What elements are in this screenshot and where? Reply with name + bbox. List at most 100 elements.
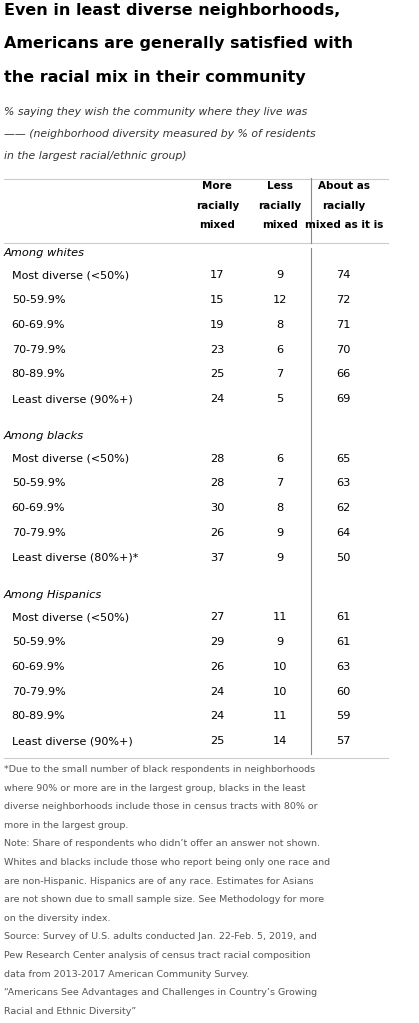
- Text: 24: 24: [210, 394, 225, 404]
- Text: Most diverse (<50%): Most diverse (<50%): [12, 612, 129, 622]
- Text: 66: 66: [336, 369, 351, 380]
- Text: “Americans See Advantages and Challenges in Country’s Growing: “Americans See Advantages and Challenges…: [4, 988, 317, 997]
- Text: 6: 6: [277, 345, 284, 355]
- Text: Among blacks: Among blacks: [4, 432, 84, 441]
- Text: data from 2013-2017 American Community Survey.: data from 2013-2017 American Community S…: [4, 970, 249, 979]
- Text: 62: 62: [336, 503, 351, 514]
- Text: 10: 10: [273, 662, 287, 672]
- Text: Most diverse (<50%): Most diverse (<50%): [12, 270, 129, 280]
- Text: 6: 6: [277, 453, 284, 463]
- Text: 30: 30: [210, 503, 225, 514]
- Text: 60-69.9%: 60-69.9%: [12, 320, 65, 329]
- Text: 24: 24: [210, 711, 225, 721]
- Text: —— (neighborhood diversity measured by % of residents: —— (neighborhood diversity measured by %…: [4, 129, 316, 139]
- Text: 7: 7: [276, 369, 284, 380]
- Text: are non-Hispanic. Hispanics are of any race. Estimates for Asians: are non-Hispanic. Hispanics are of any r…: [4, 877, 313, 886]
- Text: 17: 17: [210, 270, 225, 280]
- Text: are not shown due to small sample size. See Methodology for more: are not shown due to small sample size. …: [4, 895, 324, 904]
- Text: diverse neighborhoods include those in census tracts with 80% or: diverse neighborhoods include those in c…: [4, 802, 318, 811]
- Text: Pew Research Center analysis of census tract racial composition: Pew Research Center analysis of census t…: [4, 951, 310, 960]
- Text: Least diverse (90%+): Least diverse (90%+): [12, 394, 132, 404]
- Text: About as: About as: [318, 181, 370, 191]
- Text: mixed: mixed: [262, 220, 298, 230]
- Text: 29: 29: [210, 637, 225, 647]
- Text: racially: racially: [258, 201, 302, 211]
- Text: 59: 59: [336, 711, 351, 721]
- Text: 7: 7: [276, 479, 284, 488]
- Text: 74: 74: [336, 270, 351, 280]
- Text: Source: Survey of U.S. adults conducted Jan. 22-Feb. 5, 2019, and: Source: Survey of U.S. adults conducted …: [4, 932, 317, 941]
- Text: 50: 50: [336, 552, 351, 563]
- Text: in the largest racial/ethnic group): in the largest racial/ethnic group): [4, 151, 186, 162]
- Text: Note: Share of respondents who didn’t offer an answer not shown.: Note: Share of respondents who didn’t of…: [4, 840, 320, 848]
- Text: 72: 72: [336, 295, 351, 305]
- Text: 15: 15: [210, 295, 225, 305]
- Text: 64: 64: [336, 528, 351, 538]
- Text: 70: 70: [336, 345, 351, 355]
- Text: Least diverse (90%+): Least diverse (90%+): [12, 737, 132, 746]
- Text: 27: 27: [210, 612, 225, 622]
- Text: 61: 61: [336, 612, 351, 622]
- Text: 69: 69: [336, 394, 351, 404]
- Text: More: More: [202, 181, 232, 191]
- Text: 28: 28: [210, 453, 225, 463]
- Text: 50-59.9%: 50-59.9%: [12, 479, 65, 488]
- Text: the racial mix in their community: the racial mix in their community: [4, 70, 305, 85]
- Text: 80-89.9%: 80-89.9%: [12, 369, 65, 380]
- Text: racially: racially: [196, 201, 239, 211]
- Text: Among Hispanics: Among Hispanics: [4, 590, 102, 599]
- Text: 26: 26: [210, 528, 225, 538]
- Text: on the diversity index.: on the diversity index.: [4, 914, 111, 923]
- Text: 14: 14: [273, 737, 287, 746]
- Text: 10: 10: [273, 686, 287, 697]
- Text: 5: 5: [276, 394, 284, 404]
- Text: 60-69.9%: 60-69.9%: [12, 662, 65, 672]
- Text: Whites and blacks include those who report being only one race and: Whites and blacks include those who repo…: [4, 858, 330, 866]
- Text: 25: 25: [210, 369, 225, 380]
- Text: more in the largest group.: more in the largest group.: [4, 820, 128, 830]
- Text: mixed: mixed: [199, 220, 235, 230]
- Text: 60-69.9%: 60-69.9%: [12, 503, 65, 514]
- Text: 26: 26: [210, 662, 225, 672]
- Text: 57: 57: [336, 737, 351, 746]
- Text: Less: Less: [267, 181, 293, 191]
- Text: 50-59.9%: 50-59.9%: [12, 295, 65, 305]
- Text: 70-79.9%: 70-79.9%: [12, 686, 65, 697]
- Text: 70-79.9%: 70-79.9%: [12, 528, 65, 538]
- Text: Most diverse (<50%): Most diverse (<50%): [12, 453, 129, 463]
- Text: Among whites: Among whites: [4, 248, 85, 258]
- Text: 80-89.9%: 80-89.9%: [12, 711, 65, 721]
- Text: where 90% or more are in the largest group, blacks in the least: where 90% or more are in the largest gro…: [4, 784, 305, 793]
- Text: Even in least diverse neighborhoods,: Even in least diverse neighborhoods,: [4, 3, 340, 17]
- Text: 63: 63: [336, 479, 351, 488]
- Text: 50-59.9%: 50-59.9%: [12, 637, 65, 647]
- Text: 23: 23: [210, 345, 225, 355]
- Text: 61: 61: [336, 637, 351, 647]
- Text: 28: 28: [210, 479, 225, 488]
- Text: mixed as it is: mixed as it is: [305, 220, 383, 230]
- Text: 11: 11: [273, 711, 287, 721]
- Text: racially: racially: [322, 201, 365, 211]
- Text: 12: 12: [273, 295, 287, 305]
- Text: 19: 19: [210, 320, 225, 329]
- Text: 37: 37: [210, 552, 225, 563]
- Text: Racial and Ethnic Diversity”: Racial and Ethnic Diversity”: [4, 1007, 136, 1016]
- Text: 60: 60: [336, 686, 351, 697]
- Text: 9: 9: [276, 552, 284, 563]
- Text: Americans are generally satisfied with: Americans are generally satisfied with: [4, 36, 353, 51]
- Text: 9: 9: [276, 528, 284, 538]
- Text: 25: 25: [210, 737, 225, 746]
- Text: 24: 24: [210, 686, 225, 697]
- Text: Least diverse (80%+)*: Least diverse (80%+)*: [12, 552, 138, 563]
- Text: 8: 8: [276, 503, 284, 514]
- Text: 11: 11: [273, 612, 287, 622]
- Text: 65: 65: [336, 453, 351, 463]
- Text: 9: 9: [276, 637, 284, 647]
- Text: 63: 63: [336, 662, 351, 672]
- Text: 70-79.9%: 70-79.9%: [12, 345, 65, 355]
- Text: 9: 9: [276, 270, 284, 280]
- Text: 71: 71: [336, 320, 351, 329]
- Text: % saying they wish the community where they live was: % saying they wish the community where t…: [4, 107, 307, 117]
- Text: *Due to the small number of black respondents in neighborhoods: *Due to the small number of black respon…: [4, 765, 315, 774]
- Text: 8: 8: [276, 320, 284, 329]
